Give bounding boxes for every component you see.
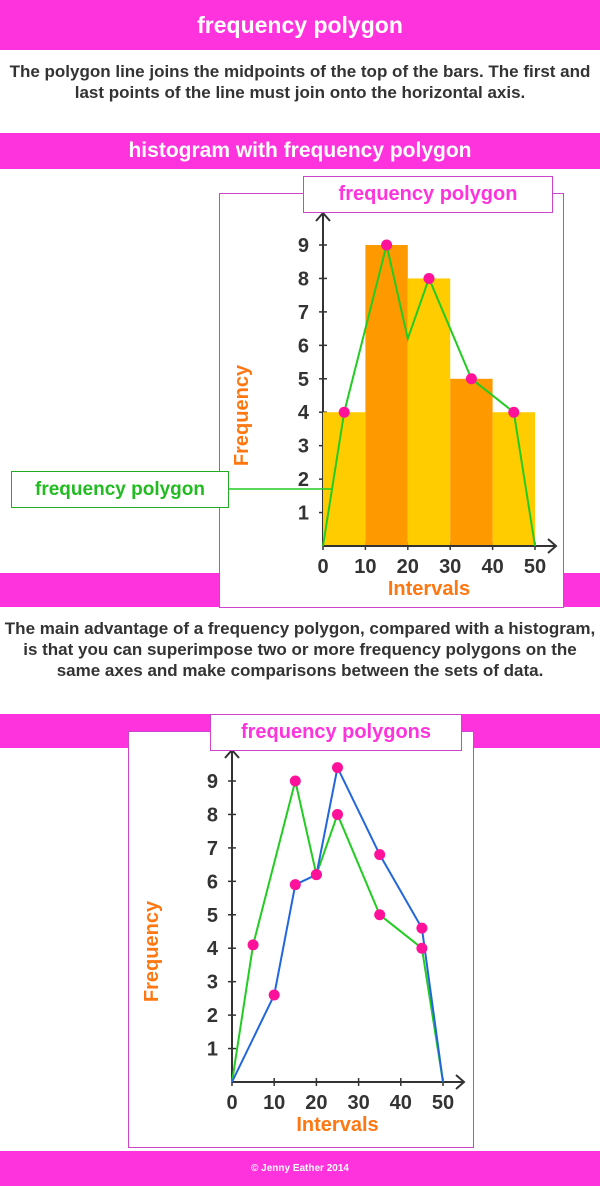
page-title: frequency polygon	[197, 12, 403, 38]
callout-label: frequency polygon	[35, 479, 205, 500]
polygon-callout: frequency polygon	[11, 471, 229, 508]
section-title: histogram with frequency polygon	[128, 139, 472, 162]
chart2-title-box: frequency polygons	[210, 714, 462, 751]
chart1-title: frequency polygon	[338, 183, 518, 205]
polygons-panel	[128, 731, 474, 1148]
chart2-title: frequency polygons	[240, 721, 432, 743]
title-band: frequency polygon	[0, 0, 600, 50]
advantage-paragraph: The main advantage of a frequency polygo…	[4, 619, 596, 680]
section-band: histogram with frequency polygon	[0, 133, 600, 169]
intro-paragraph: The polygon line joins the midpoints of …	[9, 62, 591, 102]
copyright: © Jenny Eather 2014	[251, 1163, 349, 1174]
footer-band: © Jenny Eather 2014	[0, 1151, 600, 1186]
histogram-panel	[219, 193, 564, 608]
chart1-title-box: frequency polygon	[303, 176, 553, 213]
